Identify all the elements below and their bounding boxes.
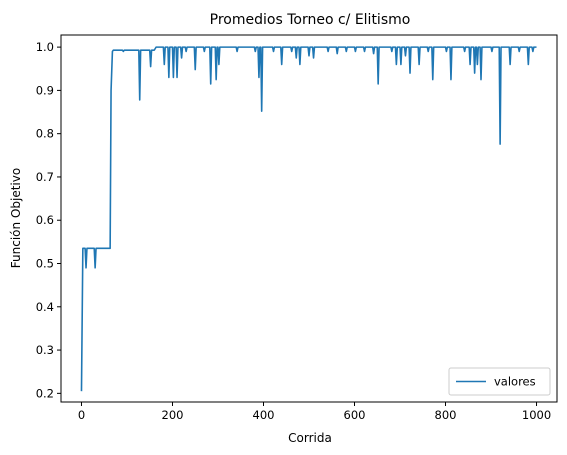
x-tick-label: 800 bbox=[435, 408, 457, 422]
chart-title: Promedios Torneo c/ Elitismo bbox=[210, 12, 411, 28]
legend-label: valores bbox=[494, 375, 536, 389]
series-line-valores bbox=[80, 46, 537, 392]
x-axis-label: Corrida bbox=[288, 431, 332, 445]
ticks-layer: 0 200 400 600 800 1000 0.2 0.3 0.4 0.5 0.6 0.7 0.8 0.… bbox=[36, 40, 551, 422]
y-tick-label: 0.2 bbox=[36, 386, 54, 400]
y-tick-label: 0.5 bbox=[36, 257, 54, 271]
legend: valores bbox=[448, 367, 551, 396]
x-tick-label: 600 bbox=[344, 408, 366, 422]
y-tick-label: 0.8 bbox=[36, 127, 54, 141]
y-tick-label: 1.0 bbox=[36, 40, 54, 54]
plot-area: 0 200 400 600 800 1000 0.2 0.3 0.4 0.5 0.6 0.7 0.8 0.… bbox=[36, 34, 558, 422]
y-tick-label: 0.4 bbox=[36, 300, 54, 314]
x-tick-label: 0 bbox=[78, 408, 85, 422]
axes-frame bbox=[60, 34, 558, 403]
y-tick-label: 0.7 bbox=[36, 170, 54, 184]
y-tick-label: 0.6 bbox=[36, 213, 54, 227]
y-axis-label: Función Objetivo bbox=[9, 168, 23, 268]
y-tick-label: 0.3 bbox=[36, 343, 54, 357]
x-tick-label: 200 bbox=[162, 408, 184, 422]
data-layer bbox=[80, 46, 537, 392]
x-tick-label: 400 bbox=[253, 408, 275, 422]
x-tick-label: 1000 bbox=[522, 408, 551, 422]
legend-box bbox=[448, 367, 551, 396]
y-tick-label: 0.9 bbox=[36, 83, 54, 97]
